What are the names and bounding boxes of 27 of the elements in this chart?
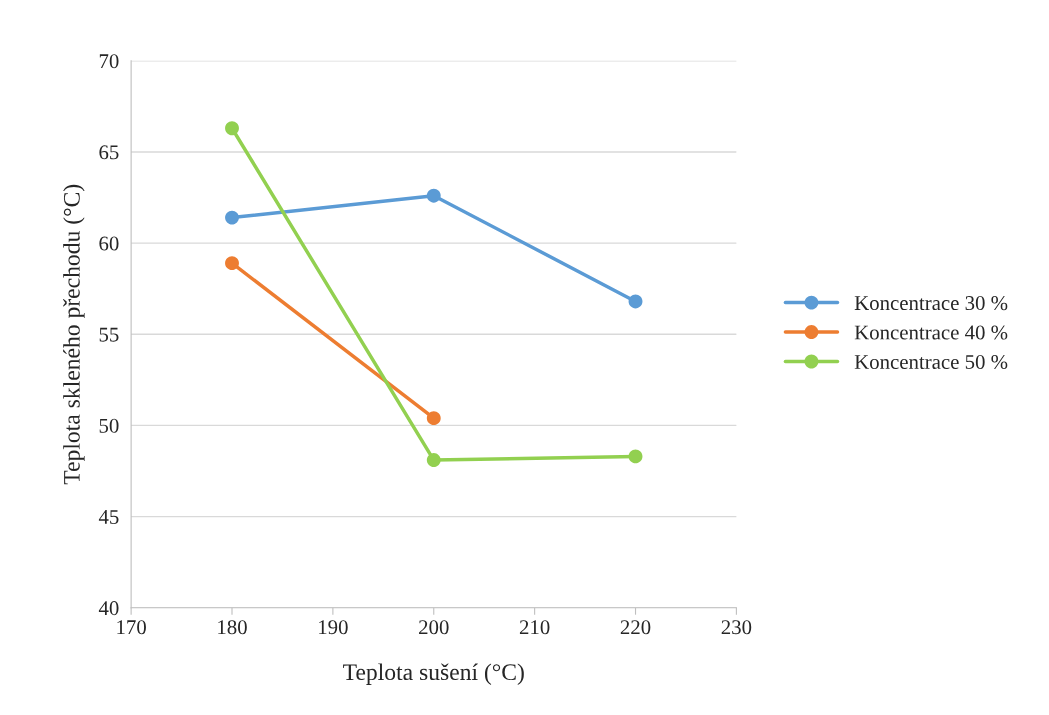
point [426,411,441,426]
point [225,210,239,225]
legend-label: Koncentrace 50 % [854,354,1008,370]
point [628,449,643,464]
x-tick-label: 190 [319,620,348,635]
x-axis-title: Teplota sušení (°C) [343,663,524,685]
legend-label: Koncentrace 30 % [854,296,1008,311]
point [225,256,239,271]
y-tick-label: 65 [99,145,119,160]
x-tick-label: 200 [419,620,449,635]
y-tick-label: 60 [99,236,119,251]
x-tick-label: 230 [721,620,752,635]
y-tick-label: 40 [98,601,119,616]
y-tick-label: 45 [98,510,119,525]
x-tick-label: 180 [218,620,247,635]
x-tick-label: 220 [620,620,651,635]
y-tick-label: 50 [99,418,119,433]
y-tick-label: 70 [99,54,119,69]
x-tick-label: 170 [117,620,146,635]
legend-label: Koncentrace 40 % [854,325,1008,340]
y-tick-label: 55 [99,327,119,342]
y-axis-title: Teplota skleného přechodu (°C) [63,184,85,485]
point [426,453,441,468]
point [628,294,643,309]
point [225,121,239,136]
x-tick-label: 210 [519,620,550,635]
point [426,188,441,203]
